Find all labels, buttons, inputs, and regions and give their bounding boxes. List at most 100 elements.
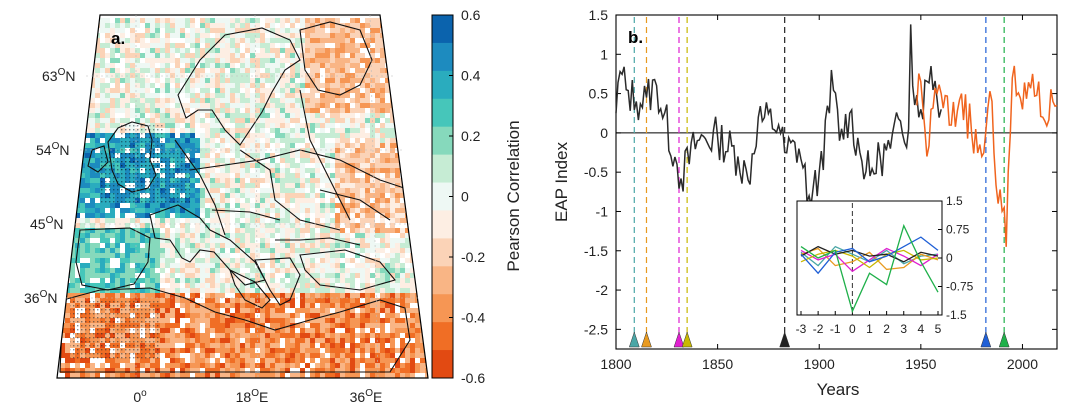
map-cell	[320, 178, 325, 183]
map-cell	[380, 328, 385, 333]
y-axis-label: EAP Index	[552, 141, 571, 222]
map-cell	[225, 288, 230, 293]
map-cell	[280, 23, 285, 28]
map-cell	[285, 258, 290, 263]
map-cell	[210, 68, 215, 73]
map-cell	[320, 143, 325, 148]
map-cell	[330, 63, 335, 68]
map-cell	[70, 88, 75, 93]
map-cell	[185, 48, 190, 53]
map-cell	[280, 78, 285, 83]
map-cell	[310, 123, 315, 128]
map-cell	[210, 93, 215, 98]
map-cell	[80, 18, 85, 23]
map-cell	[275, 98, 280, 103]
map-cell	[300, 163, 305, 168]
map-cell	[280, 103, 285, 108]
map-cell	[180, 58, 185, 63]
map-cell	[420, 233, 425, 238]
map-cell	[190, 163, 195, 168]
map-cell	[305, 98, 310, 103]
map-cell	[90, 93, 95, 98]
map-cell	[395, 58, 400, 63]
map-cell	[140, 293, 145, 298]
map-cell	[300, 88, 305, 93]
map-cell	[190, 28, 195, 33]
map-cell	[310, 193, 315, 198]
map-cell	[290, 233, 295, 238]
map-cell	[420, 313, 425, 318]
map-cell	[315, 238, 320, 243]
map-cell	[275, 353, 280, 358]
map-cell	[185, 268, 190, 273]
map-cell	[295, 58, 300, 63]
map-cell	[95, 213, 100, 218]
map-cell	[410, 143, 415, 148]
map-cell	[130, 368, 135, 373]
map-cell	[175, 283, 180, 288]
map-cell	[125, 18, 130, 23]
map-cell	[105, 358, 110, 363]
map-cell	[155, 113, 160, 118]
map-cell	[285, 88, 290, 93]
map-cell	[420, 103, 425, 108]
map-cell	[220, 118, 225, 123]
map-cell	[80, 223, 85, 228]
map-cell	[350, 78, 355, 83]
map-cell	[95, 138, 100, 143]
map-cell	[380, 373, 385, 378]
map-cell	[125, 238, 130, 243]
map-cell	[90, 88, 95, 93]
map-cell	[220, 138, 225, 143]
map-cell	[295, 313, 300, 318]
map-cell	[75, 118, 80, 123]
map-cell	[365, 238, 370, 243]
map-cell	[325, 268, 330, 273]
map-cell	[135, 223, 140, 228]
map-cell	[280, 243, 285, 248]
map-cell	[160, 253, 165, 258]
map-cell	[235, 23, 240, 28]
map-cell	[220, 178, 225, 183]
map-cell	[360, 23, 365, 28]
map-cell	[275, 208, 280, 213]
y-tick-label: 0.5	[589, 86, 609, 102]
map-cell	[200, 48, 205, 53]
map-cell	[135, 113, 140, 118]
map-cell	[175, 313, 180, 318]
map-cell	[290, 258, 295, 263]
map-cell	[190, 113, 195, 118]
map-cell	[340, 363, 345, 368]
map-cell	[190, 43, 195, 48]
map-cell	[80, 188, 85, 193]
map-cell	[415, 128, 420, 133]
map-cell	[365, 278, 370, 283]
stipple-region	[70, 300, 160, 360]
map-cell	[70, 253, 75, 258]
map-cell	[400, 128, 405, 133]
map-cell	[260, 313, 265, 318]
map-cell	[305, 103, 310, 108]
map-cell	[145, 108, 150, 113]
map-cell	[150, 23, 155, 28]
map-cell	[155, 283, 160, 288]
map-cell	[225, 243, 230, 248]
map-cell	[385, 298, 390, 303]
map-cell	[85, 48, 90, 53]
map-cell	[290, 288, 295, 293]
map-cell	[230, 38, 235, 43]
map-cell	[275, 143, 280, 148]
map-cell	[225, 323, 230, 328]
map-cell	[260, 348, 265, 353]
map-cell	[115, 233, 120, 238]
map-cell	[155, 223, 160, 228]
map-cell	[170, 208, 175, 213]
map-cell	[250, 108, 255, 113]
map-cell	[320, 293, 325, 298]
map-cell	[200, 78, 205, 83]
map-cell	[60, 58, 65, 63]
map-cell	[335, 273, 340, 278]
map-cell	[275, 118, 280, 123]
map-cell	[255, 208, 260, 213]
inset-series-line	[800, 245, 939, 263]
